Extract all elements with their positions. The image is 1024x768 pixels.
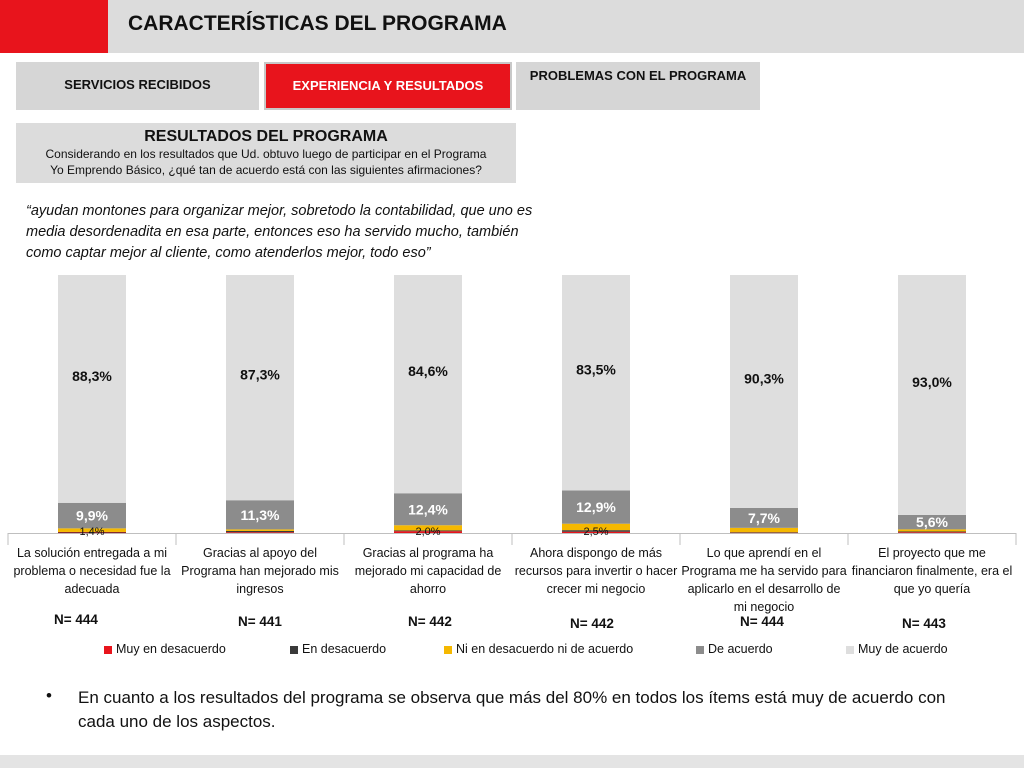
legend-item: Ni en desacuerdo ni de acuerdo	[444, 642, 633, 656]
testimonial-quote: “ayudan montones para organizar mejor, s…	[26, 203, 533, 261]
bar-segment-desacuerdo	[730, 532, 798, 533]
tab-experiencia-resultados[interactable]: EXPERIENCIA Y RESULTADOS	[264, 62, 512, 110]
bar-segment-muy-desacuerdo	[898, 532, 966, 533]
legend-swatch	[696, 645, 704, 654]
legend-label: Muy de acuerdo	[858, 642, 948, 656]
data-label-de-acuerdo: 9,9%	[76, 508, 108, 524]
category-label: Gracias al apoyo del Programa han mejora…	[181, 546, 339, 596]
results-question-line2: Yo Emprendo Básico, ¿qué tan de acuerdo …	[50, 163, 482, 177]
bar-segment-muy-desacuerdo	[562, 531, 630, 533]
bar-segment-ni	[394, 525, 462, 531]
data-label-muy-acuerdo: 88,3%	[72, 368, 112, 384]
legend-label: En desacuerdo	[302, 642, 387, 656]
bar-segment-muy-acuerdo	[562, 275, 630, 491]
legend-label: Muy en desacuerdo	[116, 642, 226, 656]
results-title: RESULTADOS DEL PROGRAMA	[144, 128, 388, 145]
data-label-muy-acuerdo: 83,5%	[576, 362, 616, 378]
stacked-bar-chart: 88,3% 9,9% 1,4% 87,3% 11,3% 84,6% 12,4% 2,0% 83,…	[0, 265, 1024, 665]
data-label-de-acuerdo: 12,9%	[576, 499, 616, 515]
tab-label: EXPERIENCIA Y RESULTADOS	[292, 78, 484, 93]
bar-segment-muy-acuerdo	[226, 275, 294, 501]
tab-problemas-programa[interactable]: PROBLEMAS CON EL PROGRAMA	[516, 62, 760, 110]
tab-label: PROBLEMAS CON EL PROGRAMA	[529, 68, 747, 83]
bar-segment-muy-desacuerdo	[58, 532, 126, 534]
data-label-de-acuerdo: 7,7%	[748, 510, 780, 526]
results-question-line1: Considerando en los resultados que Ud. o…	[45, 147, 487, 161]
bar-segment-de-acuerdo	[562, 490, 630, 524]
category-label: Ahora dispongo de más recursos para inve…	[514, 546, 678, 596]
bar-segment-desacuerdo	[394, 530, 462, 532]
bar-segment-muy-desacuerdo	[394, 531, 462, 533]
bar-segment-muy-acuerdo	[730, 275, 798, 508]
legend-swatch	[444, 645, 452, 654]
data-label-ni: 2,5%	[583, 526, 608, 538]
bullet-icon: •	[46, 686, 52, 705]
bar-segment-desacuerdo	[58, 531, 126, 533]
footer-bar	[0, 755, 1024, 768]
legend-item: De acuerdo	[696, 642, 773, 656]
legend-item: Muy en desacuerdo	[104, 642, 226, 656]
results-box: RESULTADOS DEL PROGRAMA Considerando en …	[16, 123, 516, 183]
data-label-de-acuerdo: 5,6%	[916, 514, 948, 530]
sample-size-label: N= 443	[902, 616, 946, 631]
data-label-muy-acuerdo: 87,3%	[240, 367, 280, 383]
bar-segment-ni	[562, 523, 630, 531]
legend-label: De acuerdo	[708, 642, 773, 656]
data-label-de-acuerdo: 11,3%	[241, 507, 280, 523]
bar-segment-de-acuerdo	[58, 502, 126, 529]
bar-segment-de-acuerdo	[226, 500, 294, 530]
sample-size-label: N= 444	[54, 612, 98, 627]
bar-segment-muy-desacuerdo	[226, 532, 294, 533]
summary-bullet: En cuanto a los resultados del programa …	[78, 688, 946, 731]
bar-segment-desacuerdo	[562, 530, 630, 532]
bar-segment-ni	[226, 529, 294, 531]
tab-servicios-recibidos[interactable]: SERVICIOS RECIBIDOS	[16, 62, 259, 110]
bar-segment-ni	[58, 528, 126, 532]
bar-segment-desacuerdo	[226, 530, 294, 533]
bar-segment-ni	[898, 529, 966, 532]
bar-segment-desacuerdo	[898, 531, 966, 533]
bar-segment-de-acuerdo	[898, 514, 966, 530]
data-label-ni: 1,4%	[79, 526, 104, 538]
data-label-ni: 2,0%	[415, 526, 440, 538]
header-accent-block	[0, 0, 108, 53]
bar-segment-de-acuerdo	[730, 507, 798, 528]
category-label: El proyecto que me financiaron finalment…	[851, 546, 1013, 596]
legend-swatch	[290, 645, 298, 654]
header-bar	[0, 0, 1024, 53]
legend-item: Muy de acuerdo	[846, 642, 948, 656]
bar-segment-ni	[730, 527, 798, 533]
data-label-muy-acuerdo: 84,6%	[408, 363, 448, 379]
legend-swatch	[104, 645, 112, 654]
data-label-de-acuerdo: 12,4%	[408, 501, 448, 517]
legend-label: Ni en desacuerdo ni de acuerdo	[456, 642, 634, 656]
sample-size-label: N= 442	[408, 614, 452, 629]
sample-size-label: N= 441	[238, 614, 282, 629]
legend-swatch	[846, 645, 854, 654]
bar-segment-muy-acuerdo	[394, 275, 462, 494]
sample-size-label: N= 442	[570, 616, 614, 631]
tab-label: SERVICIOS RECIBIDOS	[64, 77, 211, 92]
bar-segment-muy-acuerdo	[58, 275, 126, 503]
category-label: Lo que aprendí en el Programa me ha serv…	[681, 546, 847, 614]
legend-item: En desacuerdo	[290, 642, 386, 656]
data-label-muy-acuerdo: 93,0%	[912, 374, 952, 390]
chart-legend: Muy en desacuerdo En desacuerdo Ni en desa…	[100, 642, 1000, 660]
category-label: Gracias al programa ha mejorado mi capac…	[354, 546, 502, 596]
chart-svg: 88,3% 9,9% 1,4% 87,3% 11,3% 84,6% 12,4% 2,0% 83,…	[7, 275, 1017, 545]
data-label-muy-acuerdo: 90,3%	[744, 370, 784, 386]
category-label: La solución entregada a mi problema o ne…	[13, 546, 171, 596]
bar-segment-muy-acuerdo	[898, 275, 966, 515]
sample-size-label: N= 444	[740, 614, 784, 629]
bar-segment-de-acuerdo	[394, 493, 462, 526]
page-title: CARACTERÍSTICAS DEL PROGRAMA	[128, 12, 507, 35]
